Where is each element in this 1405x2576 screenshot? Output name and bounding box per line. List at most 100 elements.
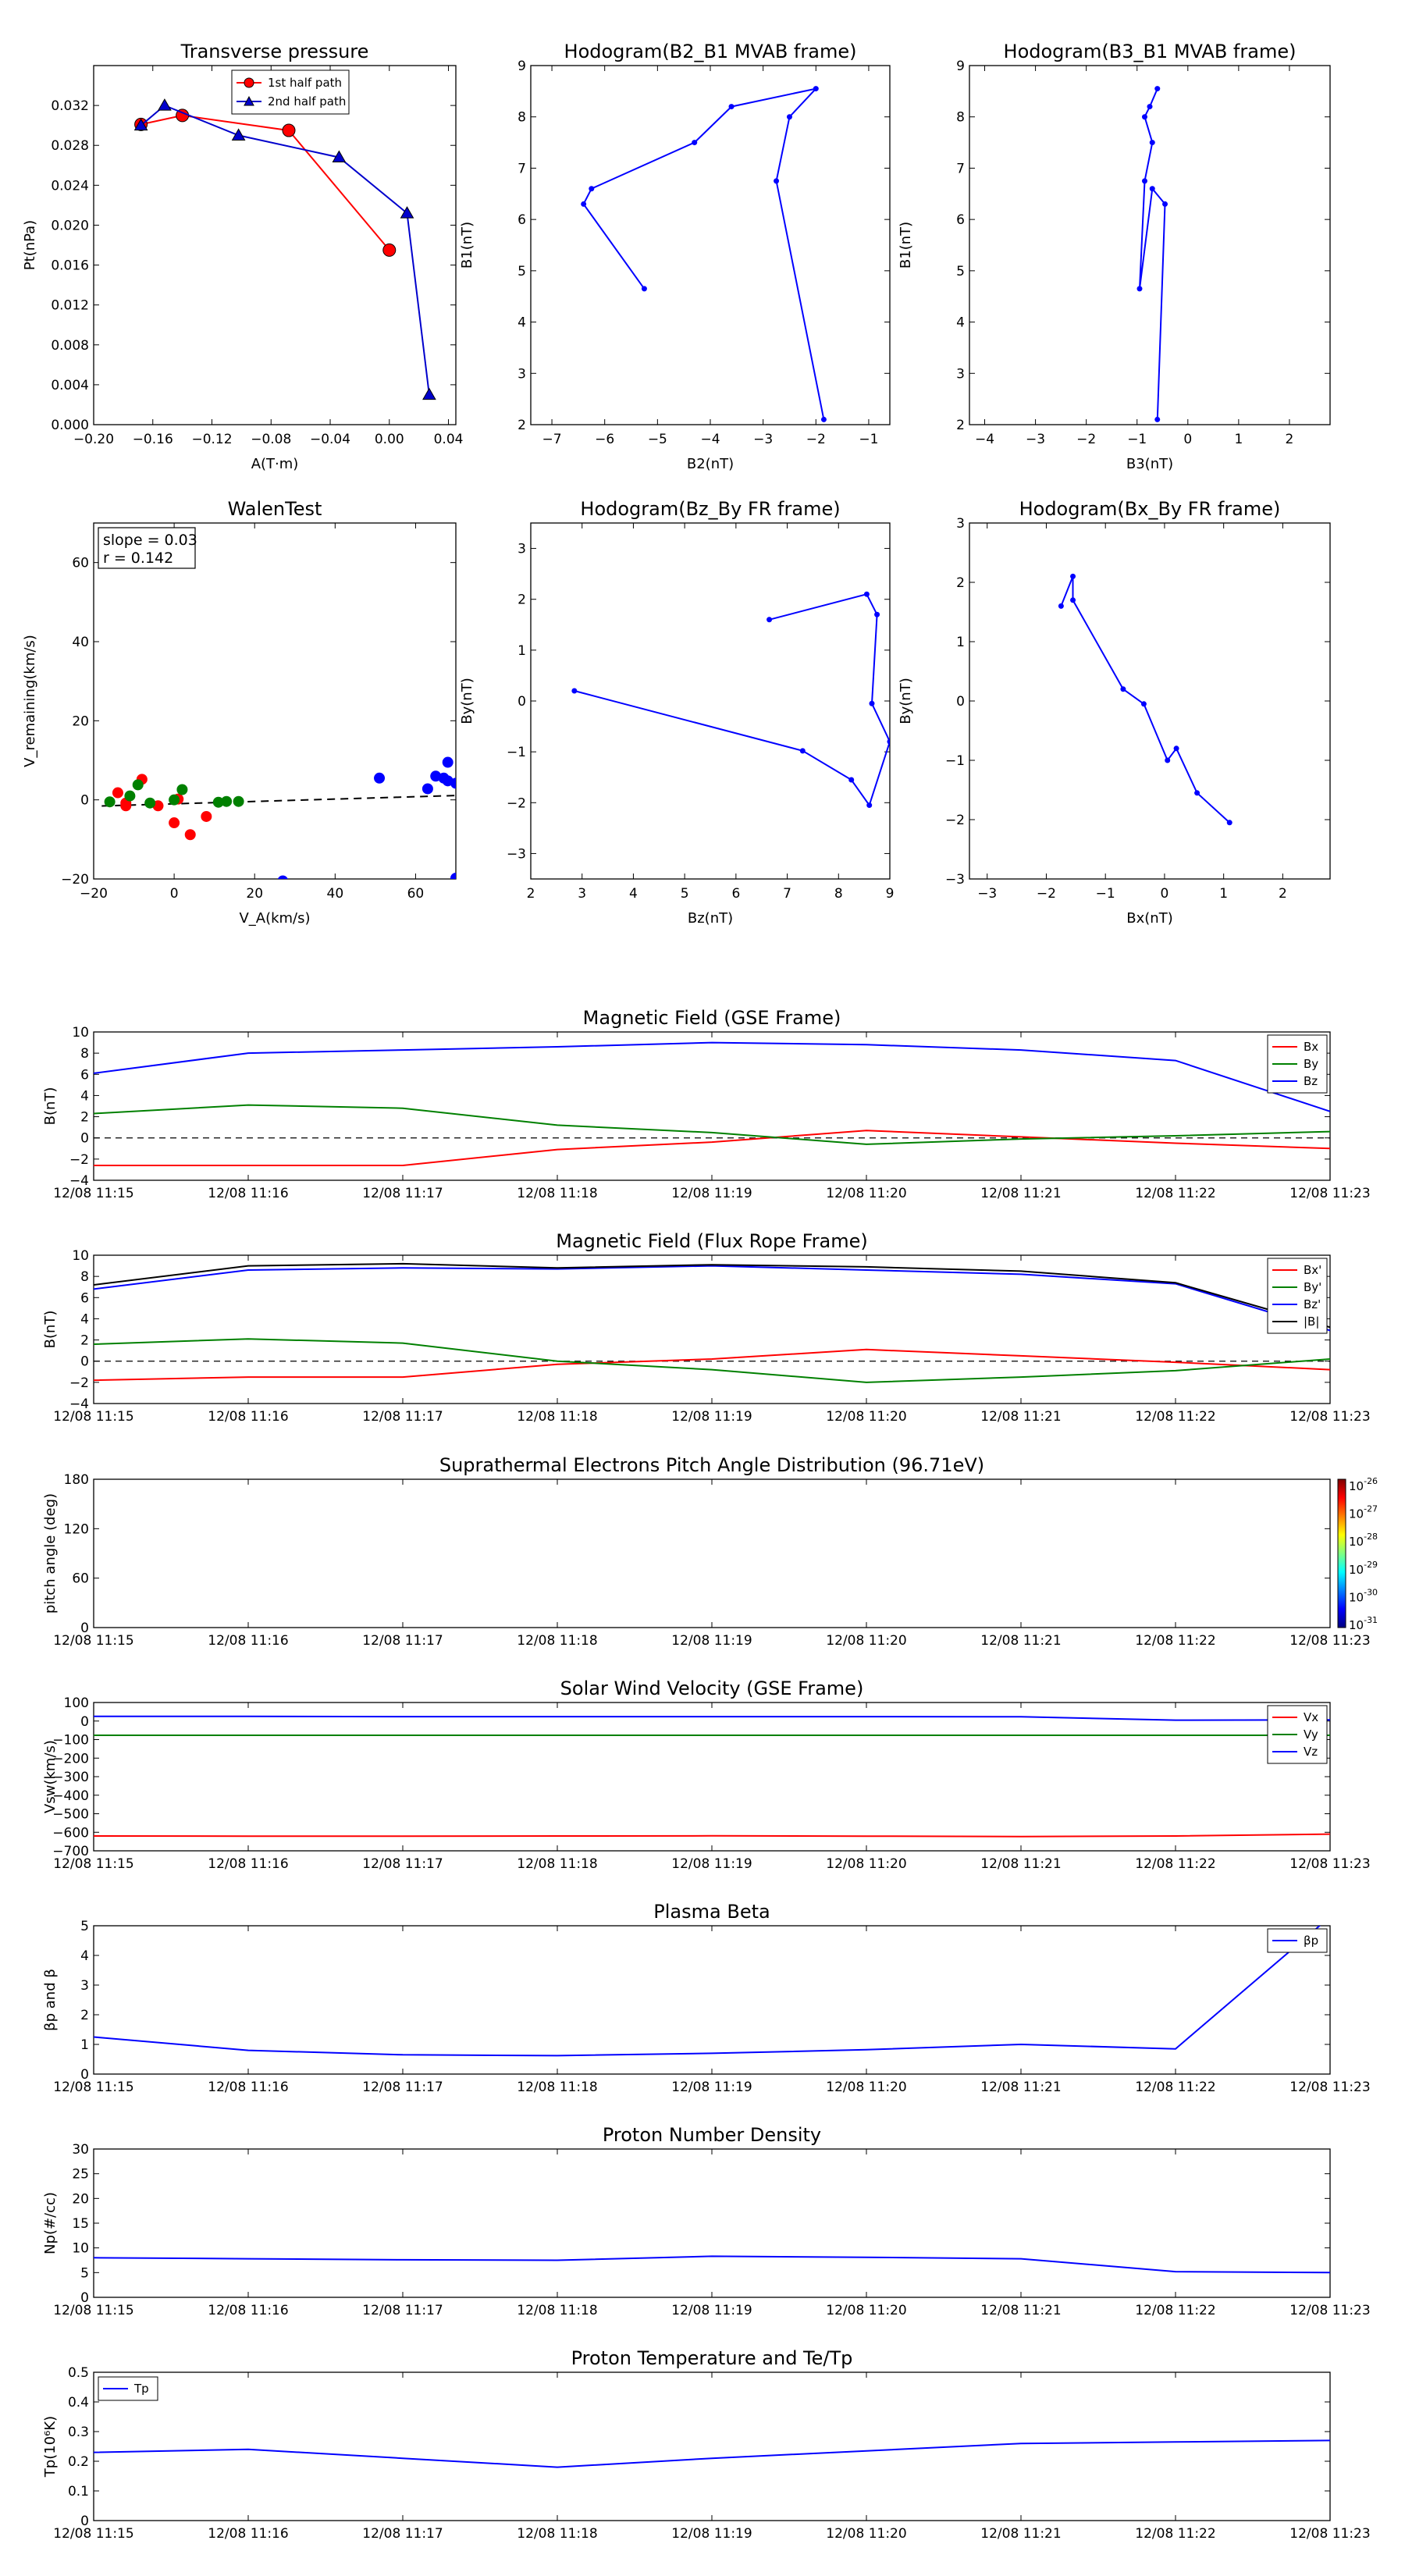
x-axis-label: Bz(nT) xyxy=(688,910,733,927)
y-tick-label: 0 xyxy=(80,2067,89,2083)
colorbar-exponent: -27 xyxy=(1364,1504,1378,1514)
x-tick-label: 5 xyxy=(681,886,689,902)
axes-frame xyxy=(93,65,457,425)
x-tick-label: 2 xyxy=(1286,432,1294,447)
series-vz-line xyxy=(94,1715,1330,1721)
data-point xyxy=(374,772,386,784)
y-tick-label: 0.2 xyxy=(68,2454,89,2470)
y-tick-label: 8 xyxy=(518,110,526,126)
data-point xyxy=(1070,597,1076,603)
colorbar-label: 10-27 xyxy=(1349,1504,1378,1521)
x-tick-label: 2 xyxy=(1279,886,1287,902)
x-tick-label: 12/08 11:17 xyxy=(362,1186,443,1201)
plot-area xyxy=(1136,86,1168,422)
data-point xyxy=(1154,86,1161,92)
x-tick-label: 12/08 11:20 xyxy=(826,1633,906,1649)
legend-label: βp xyxy=(1304,1934,1318,1948)
panel-proton-density: Proton Number Density 0 5 10 15 20 25 30 12/08 1… xyxy=(42,2124,1371,2318)
x-tick-label: 0 xyxy=(170,886,179,902)
x-tick-label: 12/08 11:16 xyxy=(208,2080,288,2095)
x-tick-label: −1 xyxy=(859,432,878,447)
y-axis-label: βp and β xyxy=(42,1969,59,2031)
y-tick-label: 8 xyxy=(956,110,965,126)
y-tick-label: −100 xyxy=(52,1733,89,1749)
x-tick-label: 12/08 11:18 xyxy=(517,2080,597,2095)
panel-proton-temperature: Proton Temperature and Te/Tp 0 0.1 0.2 0.3 0.… xyxy=(42,2347,1371,2542)
data-point xyxy=(1070,573,1076,579)
legend-label: Tp xyxy=(133,2382,149,2396)
y-axis-label: By(nT) xyxy=(898,678,914,724)
legend: Vx Vy Vz xyxy=(1267,1705,1328,1764)
x-tick-label: −1 xyxy=(1096,886,1115,902)
legend-label: Bx' xyxy=(1304,1263,1321,1277)
y-tick-label: 120 xyxy=(64,1521,89,1537)
legend-label: 1st half path xyxy=(268,76,342,90)
y-tick-label: 1 xyxy=(956,635,965,650)
y-tick-label: −700 xyxy=(52,1844,89,1859)
x-tick-label: 6 xyxy=(731,886,740,902)
series-data-line xyxy=(582,87,825,420)
panel-transverse-pressure: Transverse pressure 0.000 0.004 0.008 0.012 0… xyxy=(22,41,463,472)
data-point xyxy=(120,800,132,812)
y-tick-label: 6 xyxy=(518,212,526,228)
x-tick-label: −2 xyxy=(1037,886,1056,902)
x-tick-label: 1 xyxy=(1219,886,1228,902)
x-tick-label: 12/08 11:16 xyxy=(208,1633,288,1649)
legend-label: By xyxy=(1304,1057,1318,1071)
y-tick-label: 8 xyxy=(80,1046,89,1062)
y-tick-label: 0.012 xyxy=(51,298,89,314)
series-bx--line xyxy=(94,1348,1330,1382)
y-tick-label: 9 xyxy=(518,59,526,74)
x-tick-label: −0.12 xyxy=(191,432,232,447)
series-1st-half-path-line xyxy=(140,114,390,251)
x-tick-label: −1 xyxy=(1127,432,1147,447)
axes-frame xyxy=(93,1702,1331,1852)
data-point xyxy=(1173,745,1179,752)
x-tick-label: 60 xyxy=(407,886,425,902)
x-tick-label: 12/08 11:21 xyxy=(980,1633,1061,1649)
data-point xyxy=(863,591,870,597)
x-tick-label: 12/08 11:20 xyxy=(826,1856,906,1872)
plot-area xyxy=(94,2439,1330,2468)
panel-mag-field-gse: Magnetic Field (GSE Frame) −4 −2 0 2 4 6 8 10 12/… xyxy=(42,1007,1371,1201)
data-point xyxy=(874,611,880,617)
x-tick-label: 12/08 11:23 xyxy=(1289,1856,1370,1872)
axes-frame xyxy=(93,1254,1331,1404)
series-vx-line xyxy=(94,1833,1330,1838)
data-point xyxy=(728,104,735,110)
legend-marker xyxy=(244,95,254,106)
y-axis-label: Tp(10⁶K) xyxy=(42,2416,59,2478)
x-tick-label: 12/08 11:17 xyxy=(362,2303,443,2318)
axes-frame xyxy=(969,522,1331,880)
data-point xyxy=(1149,186,1155,192)
y-tick-label: 10 xyxy=(72,1025,89,1041)
data-point xyxy=(124,790,136,802)
y-tick-label: 0.004 xyxy=(51,378,89,393)
x-tick-label: 7 xyxy=(783,886,791,902)
x-tick-label: 12/08 11:16 xyxy=(208,1409,288,1425)
axes-frame xyxy=(93,522,457,880)
chart-title: Solar Wind Velocity (GSE Frame) xyxy=(560,1678,864,1699)
x-tick-label: −3 xyxy=(1026,432,1045,447)
x-tick-label: 4 xyxy=(629,886,638,902)
data-point xyxy=(641,286,647,292)
data-point xyxy=(820,416,827,422)
chart-title: Magnetic Field (GSE Frame) xyxy=(583,1007,841,1029)
y-tick-label: −600 xyxy=(52,1825,89,1841)
y-tick-label: 8 xyxy=(80,1269,89,1285)
x-tick-label: 12/08 11:17 xyxy=(362,2080,443,2095)
colorbar-exponent: -28 xyxy=(1364,1532,1378,1542)
chart-title: Hodogram(Bz_By FR frame) xyxy=(580,498,840,520)
data-point xyxy=(813,86,819,92)
y-tick-label: 2 xyxy=(956,418,965,433)
legend-label: Bz' xyxy=(1304,1297,1321,1311)
series-by--line xyxy=(94,1338,1330,1383)
x-tick-label: 1 xyxy=(1234,432,1243,447)
data-point xyxy=(169,794,180,806)
x-tick-label: 0 xyxy=(1183,432,1192,447)
y-axis-label: pitch angle (deg) xyxy=(42,1493,59,1614)
y-tick-label: 0 xyxy=(80,793,89,809)
legend-label: Vz xyxy=(1304,1745,1318,1759)
x-tick-label: 12/08 11:18 xyxy=(517,1409,597,1425)
y-tick-label: −3 xyxy=(507,846,526,862)
